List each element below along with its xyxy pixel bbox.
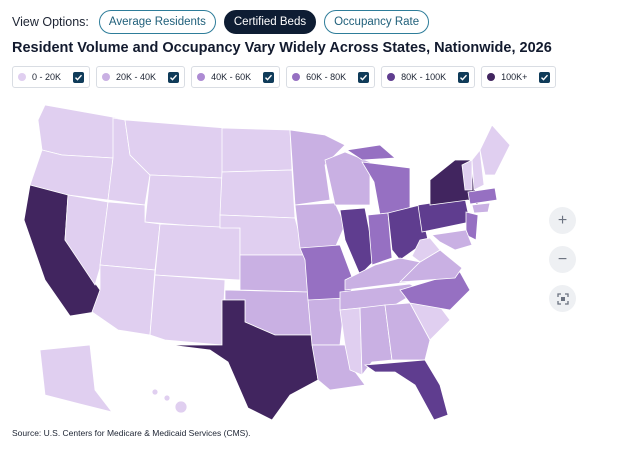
state[interactable] [219,169,296,219]
state[interactable] [339,307,363,376]
reset-view-button[interactable] [549,285,576,312]
legend-checkbox[interactable] [263,71,275,83]
state[interactable] [154,223,241,281]
state[interactable] [91,264,156,336]
legend-item[interactable]: 100K+ [481,66,557,88]
state[interactable] [471,148,485,191]
state[interactable] [465,211,479,241]
view-option-button[interactable]: Occupancy Rate [324,10,430,34]
state[interactable] [37,104,119,159]
legend-item[interactable]: 0 - 20K [12,66,91,88]
map-title: Resident Volume and Occupancy Vary Widel… [12,40,552,56]
check-icon [460,74,468,81]
state[interactable] [64,194,109,286]
state[interactable] [367,212,393,266]
state[interactable] [411,237,441,263]
legend-label: 60K - 80K [306,72,347,82]
legend-swatch [387,73,396,81]
legend-label: 40K - 60K [211,72,252,82]
state[interactable] [307,297,346,346]
state[interactable] [467,187,498,205]
us-map [23,104,511,421]
state[interactable] [39,344,114,413]
legend-swatch [292,73,301,81]
state[interactable] [471,202,491,214]
state[interactable] [239,254,309,293]
legend-swatch [197,73,206,81]
state[interactable] [359,304,393,377]
view-option-button[interactable]: Certified Beds [223,10,317,34]
state[interactable] [398,249,463,283]
state[interactable] [384,302,431,361]
check-icon [265,74,273,81]
state[interactable] [324,151,371,206]
legend-item[interactable]: 20K - 40K [96,66,186,88]
legend-checkbox[interactable] [458,71,470,83]
legend-item[interactable]: 60K - 80K [286,66,376,88]
view-option-button[interactable]: Average Residents [98,10,216,34]
view-options: View Options: Average Residents Certified… [12,10,430,34]
reset-icon [556,292,569,305]
state[interactable] [339,207,376,276]
check-icon [75,74,83,81]
state[interactable] [149,274,226,346]
state[interactable] [479,124,511,176]
legend-item[interactable]: 40K - 60K [191,66,281,88]
zoom-in-button[interactable]: + [549,207,576,234]
state[interactable] [363,359,449,421]
legend-swatch [18,73,26,81]
check-icon [360,74,368,81]
state[interactable] [151,388,159,396]
legend-label: 0 - 20K [32,72,62,82]
state[interactable] [431,229,473,251]
state[interactable] [144,174,223,229]
legend-swatch [102,73,111,81]
state[interactable] [163,394,171,402]
legend-item[interactable]: 80K - 100K [381,66,476,88]
legend-label: 80K - 100K [401,72,447,82]
state[interactable] [345,144,397,161]
legend-swatch [487,73,496,81]
legend: 0 - 20K 20K - 40K 40K - 60K 60K - 80K 80K - … [12,66,557,88]
state[interactable] [221,127,293,173]
view-options-label: View Options: [12,15,89,29]
legend-label: 100K+ [501,72,528,82]
source-note: Source: U.S. Centers for Medicare & Medi… [12,428,251,438]
state[interactable] [174,400,188,414]
check-icon [170,74,178,81]
state[interactable] [169,299,319,421]
legend-checkbox[interactable] [358,71,370,83]
state[interactable] [294,202,346,249]
check-icon [541,74,549,81]
legend-label: 20K - 40K [116,72,157,82]
states [23,104,511,421]
zoom-out-button[interactable]: − [549,246,576,273]
legend-checkbox[interactable] [73,71,85,83]
legend-checkbox[interactable] [168,71,180,83]
state[interactable] [461,159,473,191]
legend-checkbox[interactable] [539,71,551,83]
